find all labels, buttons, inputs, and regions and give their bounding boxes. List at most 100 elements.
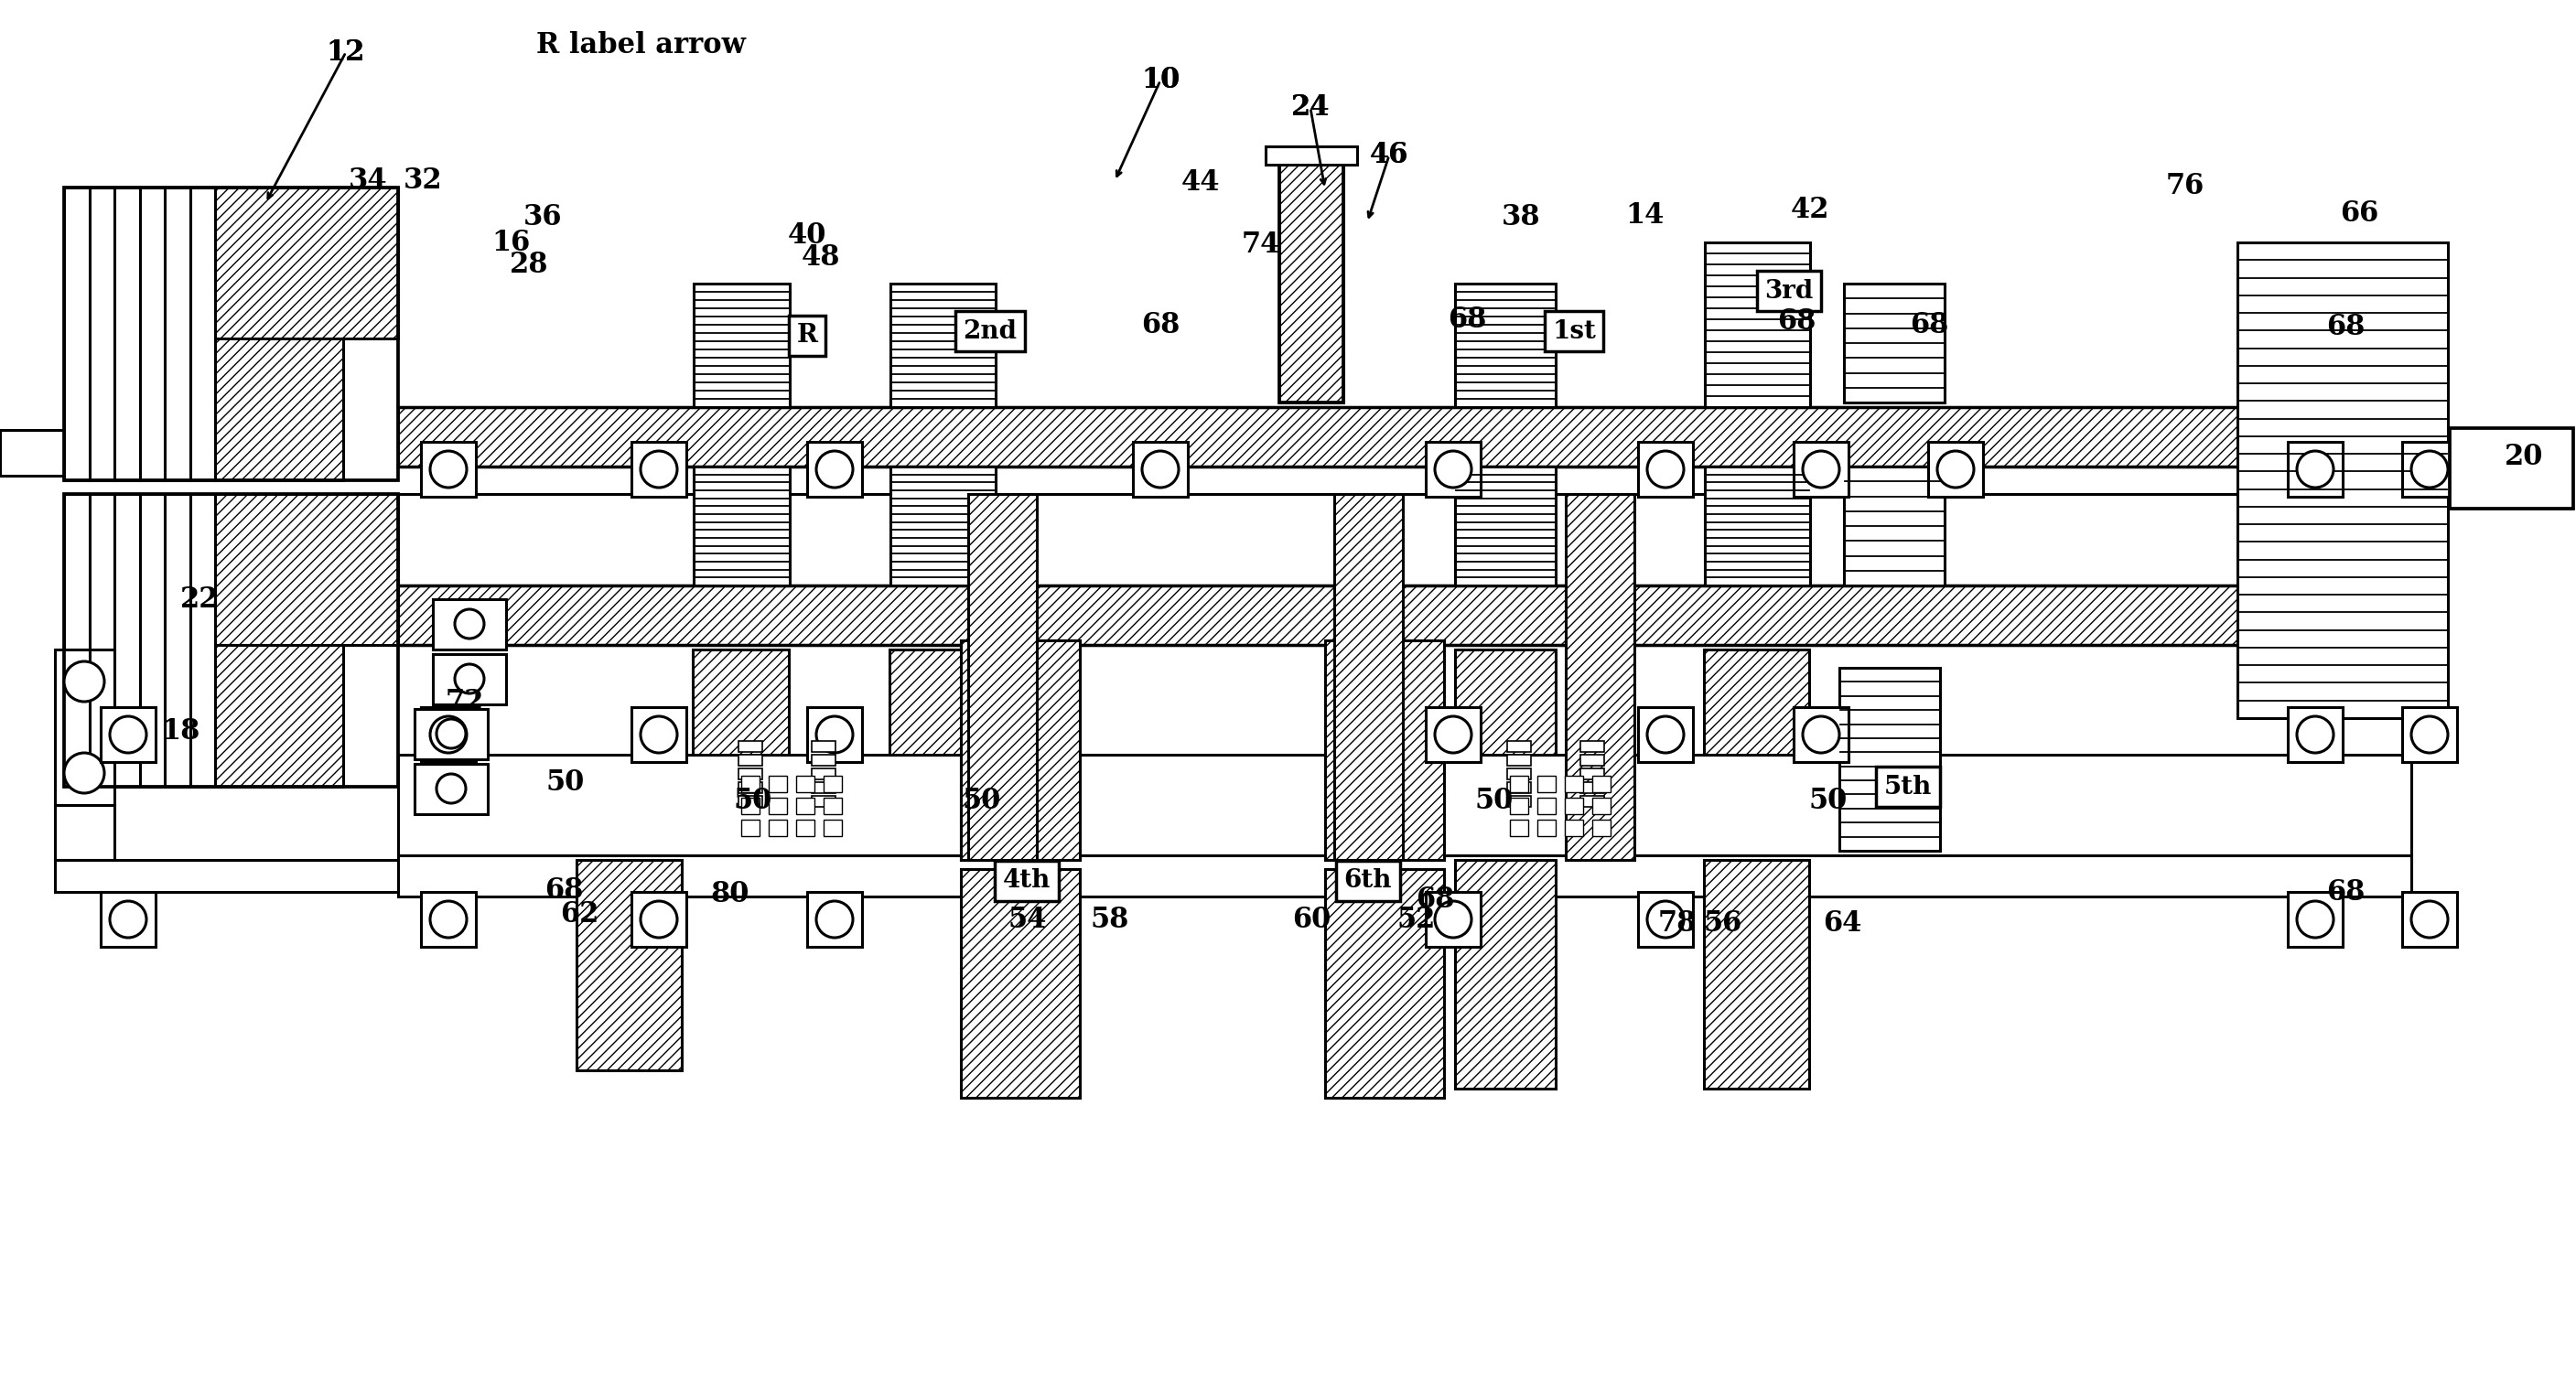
Bar (969, 494, 1036, 860)
Bar (806, 892, 863, 947)
Text: 72: 72 (446, 688, 484, 717)
Text: 78: 78 (1659, 910, 1698, 938)
Bar (961, 868, 1079, 1098)
Bar (1324, 640, 1445, 860)
Circle shape (2298, 902, 2334, 938)
Circle shape (2411, 716, 2447, 753)
Bar (961, 640, 1079, 860)
Circle shape (1435, 902, 1471, 938)
Text: 50: 50 (963, 787, 1002, 814)
Bar (1705, 467, 1811, 586)
Bar (420, 708, 477, 762)
Bar (768, 776, 788, 792)
Text: 14: 14 (1625, 201, 1664, 229)
Bar (739, 783, 762, 794)
Bar (1844, 284, 1945, 403)
Circle shape (817, 902, 853, 938)
Circle shape (430, 716, 466, 753)
Bar (1564, 776, 1584, 792)
Bar (1507, 755, 1530, 766)
Bar (768, 820, 788, 837)
Bar (1510, 820, 1528, 837)
Bar (1455, 860, 1556, 1089)
Bar (806, 442, 863, 497)
Circle shape (111, 902, 147, 938)
Bar (1280, 163, 1342, 403)
Bar (1638, 708, 1692, 762)
Bar (961, 640, 1079, 860)
Bar (2403, 892, 2458, 947)
Circle shape (1803, 716, 1839, 753)
Bar (433, 600, 505, 650)
Bar (1844, 467, 1945, 586)
Bar (433, 654, 505, 705)
Bar (693, 467, 791, 586)
Bar (1638, 892, 1692, 947)
Circle shape (456, 609, 484, 638)
Bar (1592, 798, 1610, 814)
Bar (54, 805, 113, 860)
Text: 6th: 6th (1345, 868, 1391, 893)
Bar (742, 820, 760, 837)
Bar (1579, 741, 1605, 752)
Circle shape (1937, 452, 1973, 488)
Bar (1703, 860, 1808, 1089)
Text: 42: 42 (1790, 197, 1829, 224)
Bar (2287, 708, 2342, 762)
Bar (1793, 442, 1850, 497)
Bar (1510, 798, 1528, 814)
Bar (2450, 428, 2573, 508)
Circle shape (1646, 716, 1685, 753)
Bar (1425, 442, 1481, 497)
Bar (1334, 494, 1404, 860)
Text: 34: 34 (348, 166, 386, 194)
Bar (100, 708, 155, 762)
Bar (631, 442, 685, 497)
Text: 16: 16 (492, 229, 531, 256)
Circle shape (64, 753, 103, 794)
Bar (811, 755, 835, 766)
Text: 68: 68 (1777, 307, 1816, 337)
Bar (811, 741, 835, 752)
Bar (2239, 242, 2447, 717)
Bar (1455, 284, 1556, 407)
Circle shape (64, 662, 103, 702)
Bar (64, 187, 214, 481)
Bar (824, 820, 842, 837)
Bar (891, 284, 997, 407)
Bar (811, 769, 835, 780)
Text: 24: 24 (1291, 94, 1329, 122)
Bar (1507, 769, 1530, 780)
Circle shape (1435, 452, 1471, 488)
Text: 74: 74 (1242, 231, 1280, 259)
Bar (811, 783, 835, 794)
Text: 58: 58 (1090, 906, 1128, 933)
Circle shape (641, 716, 677, 753)
Bar (811, 796, 835, 807)
Circle shape (2298, 716, 2334, 753)
Bar (1566, 494, 1633, 860)
Bar (1793, 708, 1850, 762)
Bar (2287, 442, 2342, 497)
Bar (420, 892, 477, 947)
Circle shape (456, 665, 484, 694)
Text: 50: 50 (734, 787, 773, 814)
Bar (631, 892, 685, 947)
Text: 62: 62 (559, 900, 598, 929)
Bar (1592, 776, 1610, 792)
Text: 64: 64 (1824, 910, 1862, 938)
Bar (1265, 147, 1358, 165)
Bar (214, 338, 343, 481)
Bar (1507, 783, 1530, 794)
Bar (415, 765, 487, 814)
Bar (961, 640, 1079, 860)
Bar (2403, 442, 2458, 497)
Circle shape (435, 719, 466, 748)
Circle shape (1141, 452, 1180, 488)
Bar (1703, 650, 1808, 755)
Text: 18: 18 (162, 717, 201, 747)
Text: 68: 68 (2326, 313, 2365, 342)
Bar (64, 187, 399, 481)
Bar (796, 798, 814, 814)
Bar (64, 494, 214, 787)
